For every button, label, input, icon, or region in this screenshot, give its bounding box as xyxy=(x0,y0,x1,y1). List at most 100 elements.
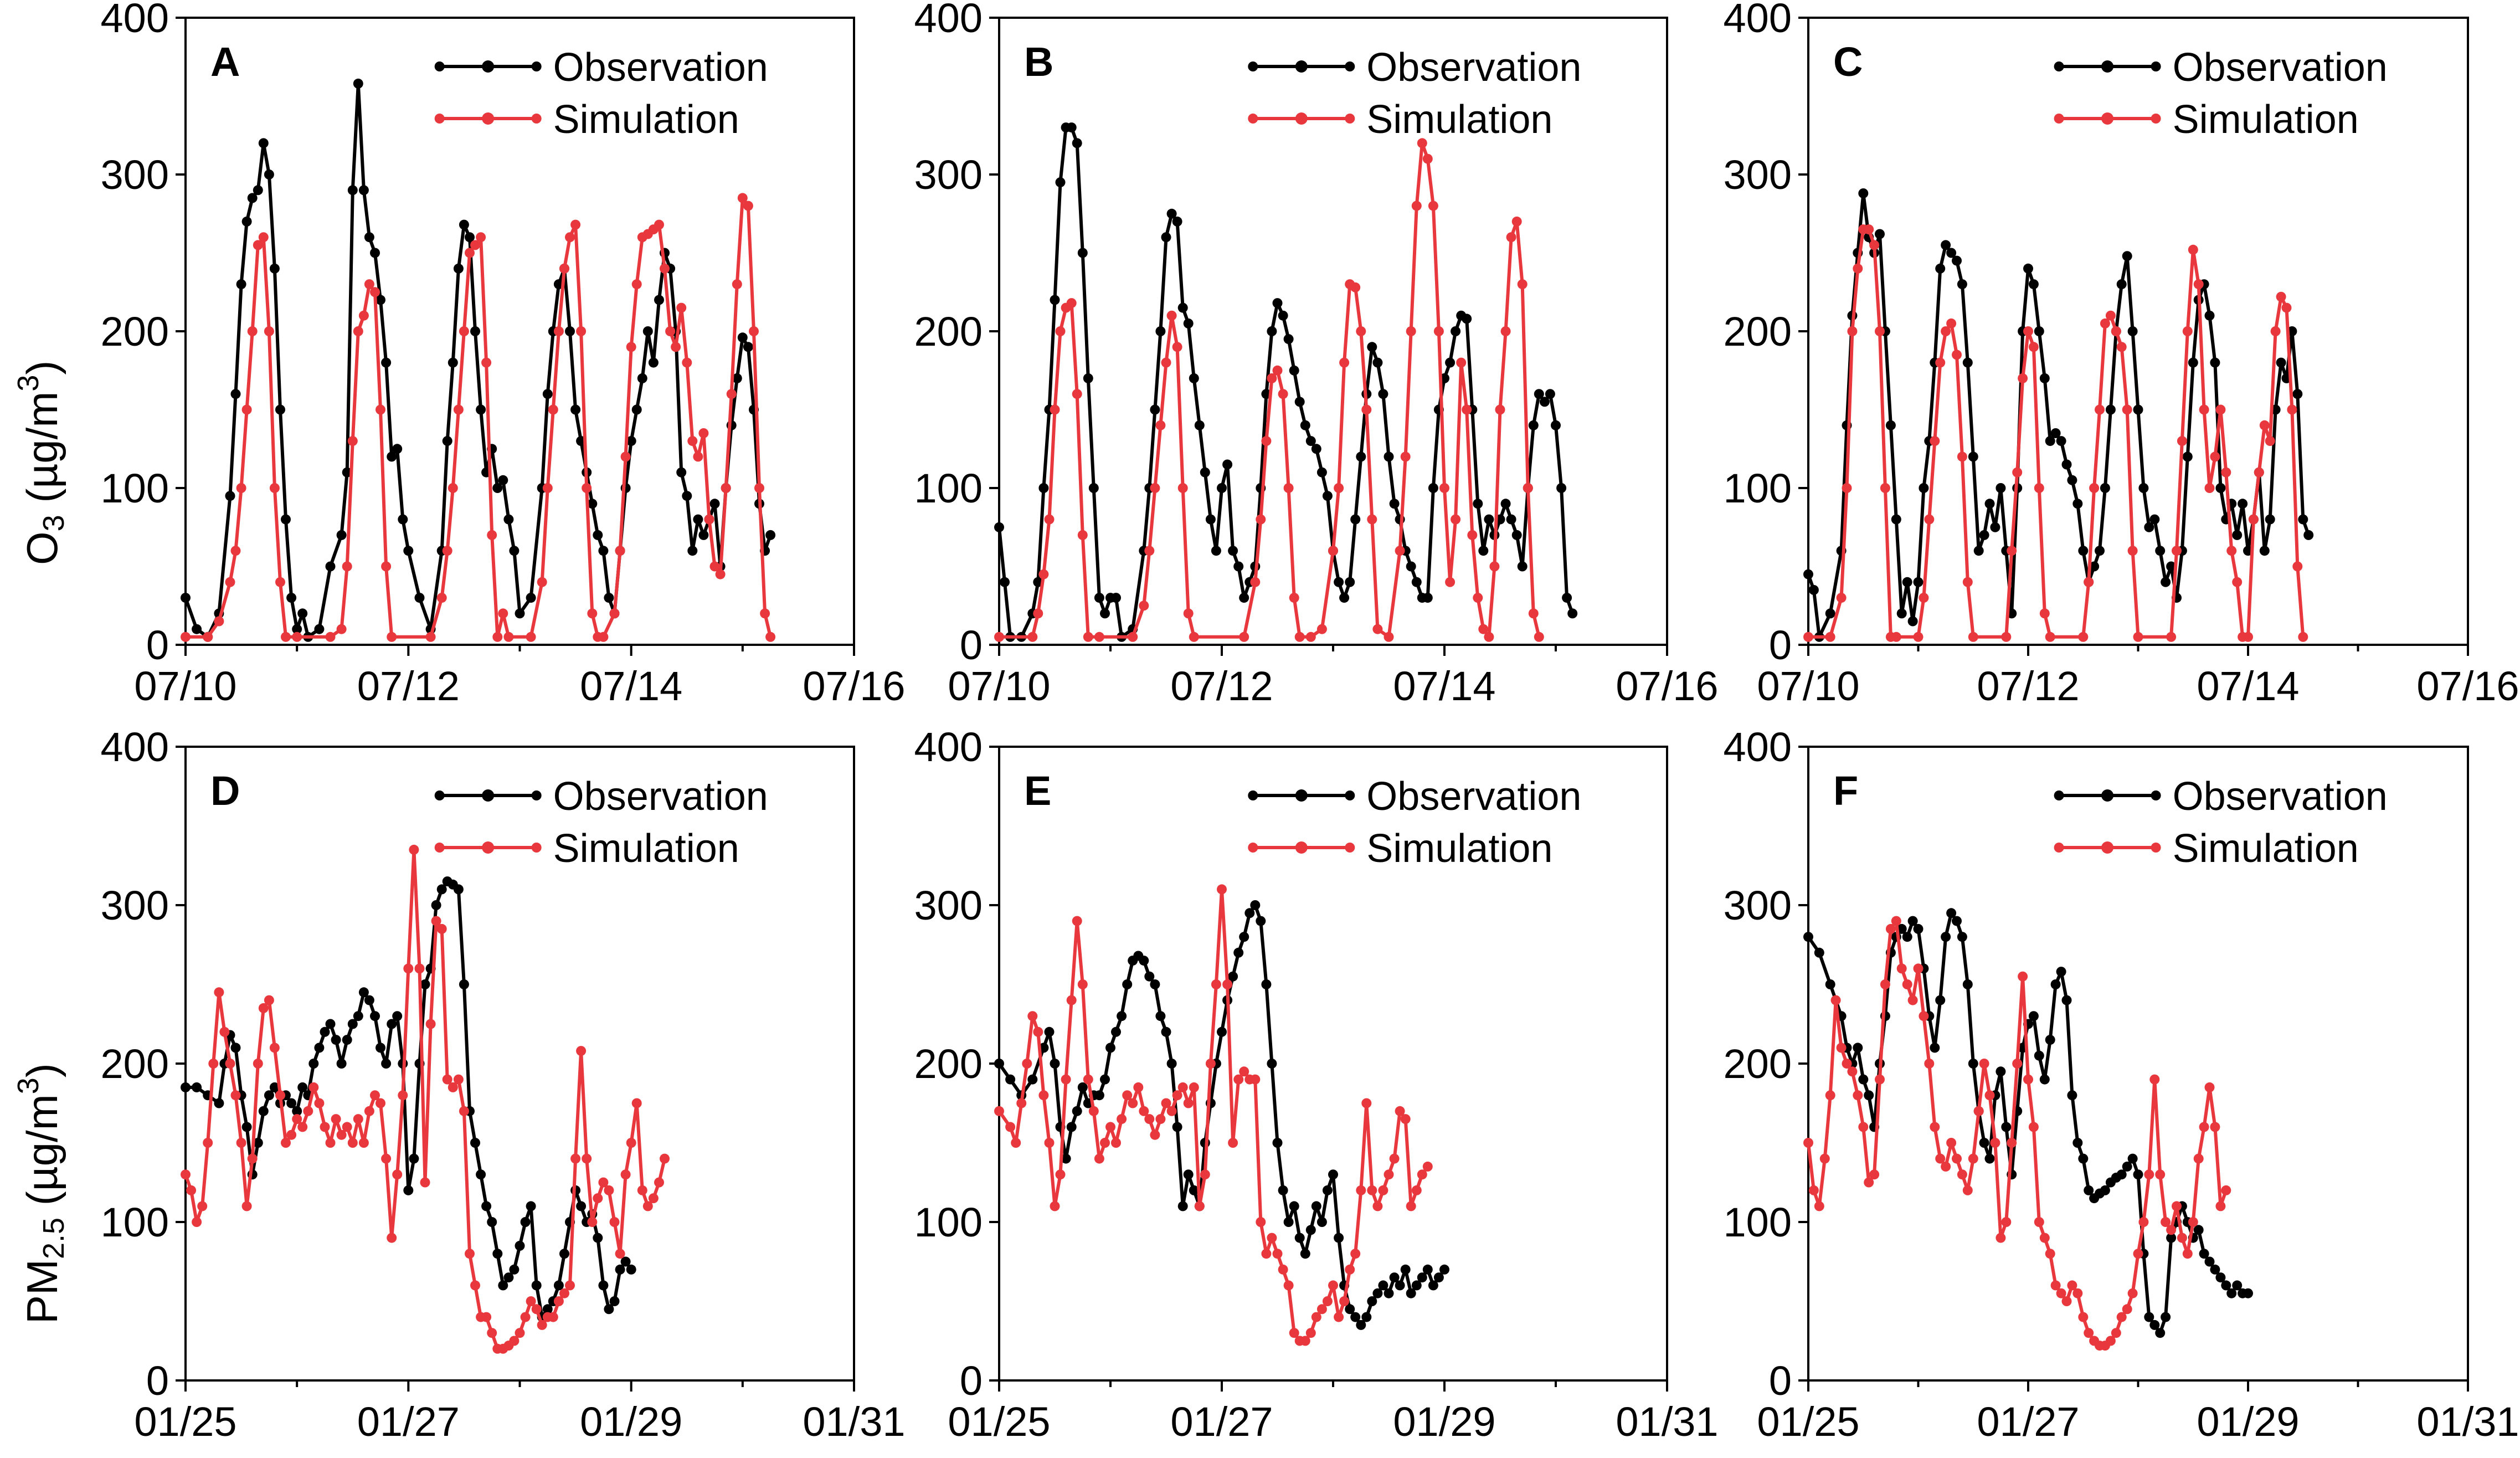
observation-point xyxy=(1990,522,2000,532)
observation-point xyxy=(409,1153,419,1164)
simulation-point xyxy=(2270,326,2281,336)
simulation-point xyxy=(548,1312,558,1322)
simulation-point xyxy=(1411,1185,1422,1195)
x-tick-label: 01/29 xyxy=(1393,1399,1495,1445)
simulation-point xyxy=(1100,1138,1110,1148)
simulation-point xyxy=(693,451,703,462)
legend-marker-simulation xyxy=(1295,112,1308,125)
observation-point xyxy=(392,444,403,454)
simulation-point xyxy=(1819,1153,1830,1164)
simulation-point xyxy=(269,1043,280,1053)
x-tick-label: 01/27 xyxy=(1170,1399,1273,1445)
simulation-point xyxy=(1417,138,1427,148)
x-tick-label: 07/12 xyxy=(1170,663,1273,709)
x-tick-label: 01/27 xyxy=(1977,1399,2079,1445)
observation-line xyxy=(997,903,1446,1327)
simulation-point xyxy=(2072,1288,2083,1298)
simulation-point xyxy=(1808,1185,1819,1195)
observation-point xyxy=(1328,1169,1338,1180)
observation-point xyxy=(1411,577,1422,587)
observation-point xyxy=(2056,436,2066,446)
simulation-point xyxy=(1919,593,1929,603)
observation-point xyxy=(2238,499,2248,509)
simulation-point xyxy=(436,923,447,934)
simulation-point xyxy=(1111,1138,1121,1148)
simulation-point xyxy=(370,1090,380,1101)
legend-label-simulation: Simulation xyxy=(2173,97,2359,142)
observation-point xyxy=(1389,1272,1400,1283)
observation-point xyxy=(1803,569,1813,579)
simulation-point xyxy=(1417,1169,1427,1180)
simulation-point xyxy=(476,232,486,243)
simulation-point xyxy=(570,1153,581,1164)
observation-point xyxy=(1189,1185,1199,1195)
observation-point xyxy=(498,1280,508,1291)
simulation-point xyxy=(1924,514,1935,525)
panel-label: F xyxy=(1833,768,1858,814)
observation-point xyxy=(2215,483,2226,493)
simulation-point xyxy=(1957,451,1967,462)
simulation-point xyxy=(381,1153,392,1164)
observation-point xyxy=(2078,546,2089,556)
observation-point xyxy=(1294,1233,1305,1243)
simulation-point xyxy=(2084,1328,2094,1338)
observation-point xyxy=(1305,436,1316,446)
observation-point xyxy=(1345,1304,1355,1315)
simulation-point xyxy=(648,1193,659,1204)
observation-point xyxy=(1111,593,1121,603)
simulation-point xyxy=(2122,404,2132,415)
simulation-point xyxy=(225,1059,235,1069)
plot-frame xyxy=(1807,746,2469,1382)
simulation-point xyxy=(214,616,224,627)
y-tick-label: 300 xyxy=(1724,152,1792,198)
observation-point xyxy=(1322,1185,1333,1195)
simulation-point xyxy=(660,1153,670,1164)
observation-point xyxy=(2161,1312,2171,1322)
observation-point xyxy=(2056,967,2066,977)
observation-point xyxy=(2210,357,2220,368)
observation-point xyxy=(1372,1288,1383,1298)
observation-point xyxy=(181,593,191,603)
observation-point xyxy=(1406,561,1416,572)
simulation-point xyxy=(275,1090,285,1101)
simulation-point xyxy=(1395,546,1405,556)
observation-point xyxy=(2166,561,2177,572)
observation-point xyxy=(1422,593,1433,603)
simulation-point xyxy=(1128,1098,1138,1108)
simulation-point xyxy=(1083,632,1093,642)
simulation-point xyxy=(1853,1090,1863,1101)
simulation-point xyxy=(2122,1304,2132,1315)
simulation-point xyxy=(342,1122,352,1132)
observation-point xyxy=(994,1059,1004,1069)
simulation-point xyxy=(565,232,575,243)
legend-end-observation xyxy=(1248,790,1258,800)
observation-point xyxy=(1200,467,1210,478)
simulation-point xyxy=(620,451,631,462)
simulation-point xyxy=(364,1106,374,1116)
observation-point xyxy=(1545,389,1555,399)
observation-point xyxy=(1177,1201,1188,1211)
observation-point xyxy=(1528,420,1539,430)
observation-point xyxy=(2298,514,2308,525)
simulation-point xyxy=(1005,1122,1016,1132)
observation-point xyxy=(1350,1312,1361,1322)
observation-point xyxy=(1372,357,1383,368)
simulation-point xyxy=(1261,1249,1272,1259)
observation-point xyxy=(1150,979,1160,989)
simulation-point xyxy=(2254,467,2264,478)
x-tick-label: 01/27 xyxy=(357,1399,460,1445)
simulation-point xyxy=(1094,1153,1104,1164)
legend-marker-simulation xyxy=(2101,112,2114,125)
observation-point xyxy=(2089,561,2100,572)
observation-point xyxy=(2061,459,2072,470)
simulation-point xyxy=(1161,357,1171,368)
simulation-point xyxy=(2292,561,2303,572)
observation-point xyxy=(2138,483,2149,493)
x-tick-label: 07/10 xyxy=(1757,663,1859,709)
observation-point xyxy=(676,467,687,478)
simulation-point xyxy=(487,1328,497,1338)
simulation-point xyxy=(1456,357,1467,368)
observation-point xyxy=(2028,279,2039,290)
simulation-point xyxy=(448,1082,458,1092)
observation-point xyxy=(1462,314,1472,324)
